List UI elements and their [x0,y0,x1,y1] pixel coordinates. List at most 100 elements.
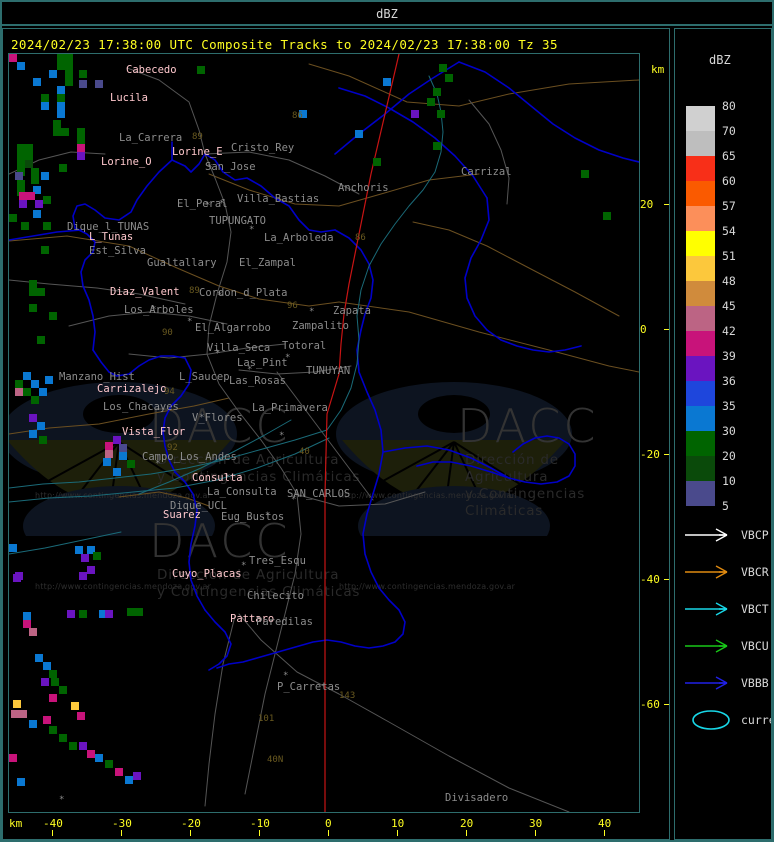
place-label-minor: La_Consulta [207,486,277,498]
vector-legend-row[interactable]: VBCP [683,523,771,548]
echo-cell [23,612,31,620]
vector-legend-row[interactable]: current [683,708,771,733]
echo-cell [29,414,37,422]
echo-cell [581,170,589,178]
dbz-scale-label: 30 [722,424,736,438]
place-label-minor: Campo_Los_Andes [142,451,237,463]
dbz-color-swatch[interactable] [686,156,715,181]
place-label-minor: Cordon_d_Plata [199,287,288,299]
echo-cell [41,102,49,110]
radar-header-text: 2024/02/23 17:38:00 UTC Composite Tracks… [11,37,558,52]
echo-cell [19,200,27,208]
echo-cell [29,720,37,728]
place-label-minor: TUPUNGATO [209,215,266,227]
x-axis-tick-label: 0 [325,817,332,830]
dbz-scale-label: 48 [722,274,736,288]
place-label-minor: Dique_l_TUNAS [67,221,150,233]
echo-cell [59,686,67,694]
vector-legend-label: VBCR [741,565,769,579]
vector-arrow-icon [685,676,728,690]
y-axis-tick-label: -60 [640,698,660,711]
dbz-scale-label: 70 [722,124,736,138]
y-axis-tick-mark [664,204,669,205]
echo-cell [39,388,47,396]
dbz-scale-label: 10 [722,474,736,488]
place-label-major: Diaz_Valent [110,286,180,298]
echo-cell [71,702,79,710]
vector-legend-row[interactable]: VBCR [683,560,771,585]
echo-cell [9,544,17,552]
place-label-major: Consulta [192,472,243,484]
road-number-label: 89 [192,132,203,142]
dbz-color-swatch[interactable] [686,306,715,331]
echo-cell [113,468,121,476]
vector-legend-label: VBCT [741,602,769,616]
place-label-major: L_Tunas [89,231,134,243]
city-marker-icon: * [283,671,289,681]
echo-cell [93,552,101,560]
vector-legend-row[interactable]: VBCU [683,634,771,659]
place-label-minor: Villa_Bastias [237,193,320,205]
echo-cell [17,144,33,160]
x-axis-tick-label: 20 [460,817,474,830]
dbz-color-swatch[interactable] [686,231,715,256]
city-marker-icon: * [207,163,213,173]
echo-cell [119,452,127,460]
dbz-scale-label: 36 [722,374,736,388]
echo-cell [15,172,23,180]
dbz-color-swatch[interactable] [686,481,715,506]
echo-cell [27,192,35,200]
city-marker-icon: * [155,459,161,469]
y-axis-tick-mark [664,329,669,330]
dbz-color-swatch[interactable] [686,331,715,356]
place-label-minor: La_Arboleda [264,232,334,244]
window-titlebar: dBZ [2,2,772,26]
dbz-color-swatch[interactable] [686,206,715,231]
dbz-color-swatch[interactable] [686,106,715,131]
echo-cell [69,742,77,750]
road-number-label: 90 [162,328,173,338]
place-label-minor: San_Jose [205,161,256,173]
city-marker-icon: * [279,431,285,441]
echo-cell [79,610,87,618]
echo-cell [25,160,33,168]
dbz-scale-label: 65 [722,149,736,163]
dbz-color-swatch[interactable] [686,356,715,381]
radar-map-viewport[interactable]: DACC DACC DACC Dirección de Agricultura … [8,53,640,813]
dbz-color-swatch[interactable] [686,181,715,206]
x-axis-tick-mark [466,830,467,836]
vector-legend-label: VBCP [741,528,769,542]
x-axis-tick-label: -40 [43,817,63,830]
x-axis-tick-mark [328,830,329,836]
place-label-minor: Las_Pint [237,357,288,369]
echo-cell [437,110,445,118]
vector-legend-row[interactable]: VBBB [683,671,771,696]
echo-cell [11,710,19,718]
dbz-color-swatch[interactable] [686,131,715,156]
city-marker-icon: * [151,305,157,315]
city-marker-icon: * [291,495,297,505]
dbz-color-swatch[interactable] [686,281,715,306]
echo-cell [41,172,49,180]
radar-panel: 2024/02/23 17:38:00 UTC Composite Tracks… [2,28,670,840]
vector-legend-label: VBCU [741,639,769,653]
echo-cell [103,458,111,466]
vector-arrow-icon [685,528,728,542]
echo-cell [433,142,441,150]
place-label-minor: Villa_Seca [207,342,271,354]
vector-legend-row[interactable]: VBCT [683,597,771,622]
dbz-color-swatch[interactable] [686,256,715,281]
city-marker-icon: * [265,511,271,521]
echo-cell [21,222,29,230]
echo-cell [119,444,127,452]
dbz-color-swatch[interactable] [686,456,715,481]
echo-cell [57,94,65,102]
dbz-color-swatch[interactable] [686,406,715,431]
echo-cell [41,678,49,686]
km-unit-bottom-label: km [9,817,23,830]
dbz-color-swatch[interactable] [686,431,715,456]
dbz-color-swatch[interactable] [686,381,715,406]
city-marker-icon: * [215,349,221,359]
echo-cell [373,158,381,166]
echo-cell [57,54,73,70]
